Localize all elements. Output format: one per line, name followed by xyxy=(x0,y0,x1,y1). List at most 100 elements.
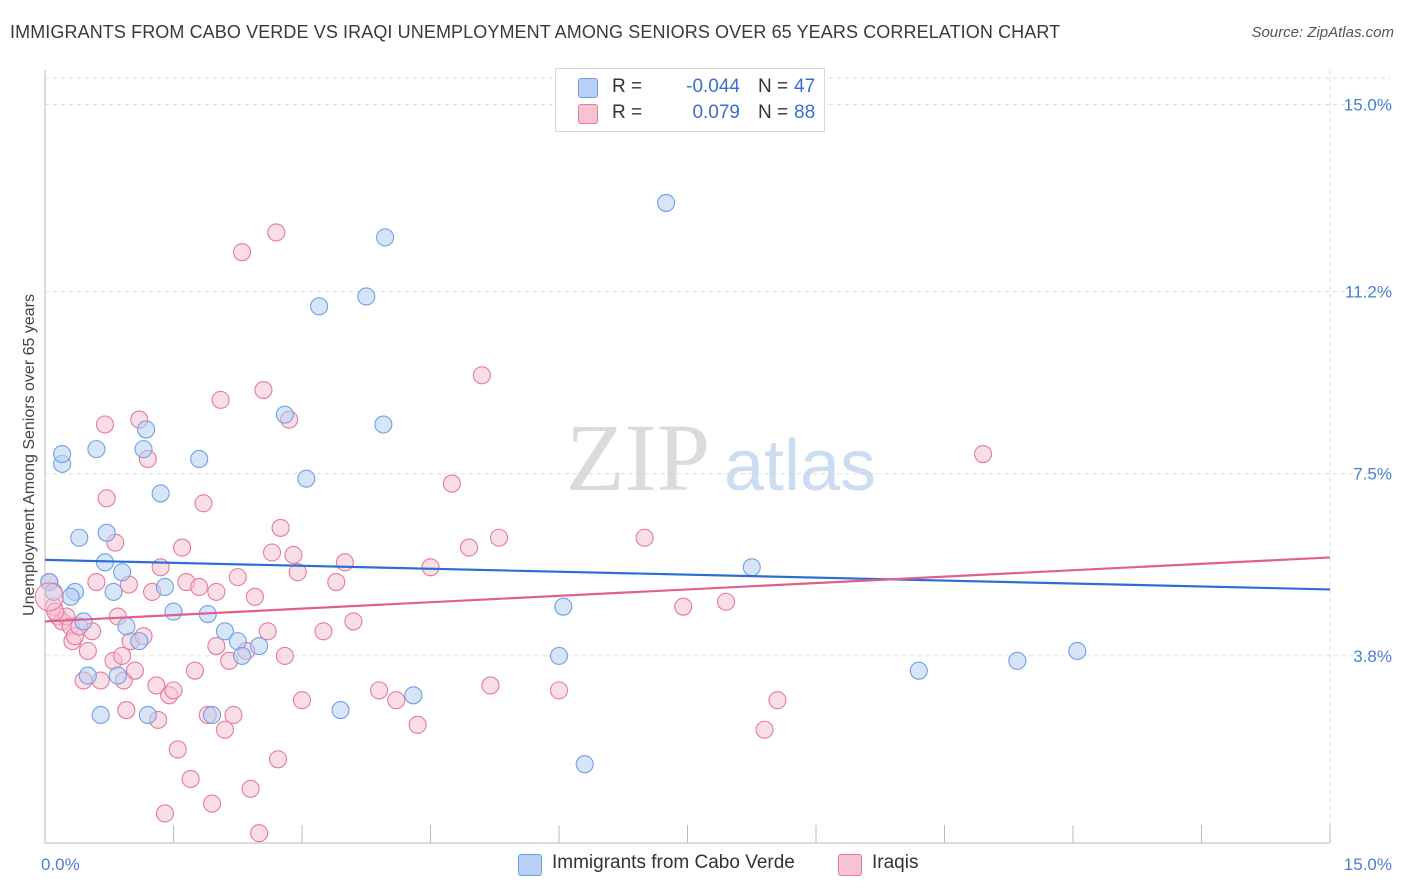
legend-r-label: R = xyxy=(612,102,643,123)
cabo-verde-point xyxy=(310,297,329,316)
y-tick-label: 7.5% xyxy=(1353,465,1392,484)
iraqis-point xyxy=(207,582,226,601)
cabo-verde-point xyxy=(91,705,110,725)
cabo-verde-point xyxy=(104,582,123,601)
source-label: Source: ZipAtlas.com xyxy=(1251,24,1394,41)
cabo-verde-point xyxy=(164,602,183,621)
cabo-verde-point xyxy=(554,597,573,616)
bottom-legend-label-iraqis: Iraqis xyxy=(872,852,919,873)
iraqis-point xyxy=(203,794,222,813)
iraqis-point xyxy=(34,582,64,612)
iraqis-point xyxy=(755,720,774,739)
iraqis-point xyxy=(335,553,354,572)
iraqis-point xyxy=(370,681,389,700)
cabo-verde-point xyxy=(78,666,97,685)
cabo-verde-point xyxy=(215,622,234,641)
iraqis-point xyxy=(224,705,243,725)
cabo-verde-point xyxy=(376,228,395,247)
trend-lines xyxy=(44,556,1331,623)
cabo-verde-point xyxy=(203,705,222,725)
iraqis-point xyxy=(442,474,461,493)
legend-n-value: 47 xyxy=(794,76,816,97)
iraqis-point xyxy=(87,573,106,592)
iraqis-point xyxy=(78,641,97,661)
legend-r-value: 0.079 xyxy=(692,102,740,123)
cabo-verde-point xyxy=(1008,651,1027,670)
cabo-verde-point xyxy=(297,469,316,488)
legend-swatch-iraqis xyxy=(578,104,598,124)
iraqis-point xyxy=(284,545,303,565)
iraqis-point xyxy=(459,538,479,557)
cabo-verde-point xyxy=(108,666,127,685)
iraqis-point xyxy=(95,415,115,434)
cabo-verde-trend-line xyxy=(44,558,1331,591)
iraqis-point xyxy=(254,380,273,400)
cabo-verde-point xyxy=(190,449,209,469)
cabo-verde-point xyxy=(404,686,423,705)
iraqis-point xyxy=(125,661,144,680)
grid-lines xyxy=(45,70,1390,843)
watermark: ZIP atlas xyxy=(566,404,876,511)
cabo-verde-point xyxy=(331,701,350,720)
bottom-legend-label-cabo-verde: Immigrants from Cabo Verde xyxy=(552,852,795,873)
cabo-verde-point xyxy=(70,528,89,547)
iraqis-point xyxy=(194,494,213,513)
cabo-verde-point xyxy=(155,577,174,597)
iraqis-point xyxy=(387,691,406,710)
cabo-verde-point xyxy=(657,193,676,212)
correlation-legend: R = -0.044 N = 47 R = 0.079 N = 88 xyxy=(555,68,825,132)
cabo-verde-point xyxy=(53,444,72,464)
iraqis-point xyxy=(549,681,569,700)
iraqis-point xyxy=(327,573,346,592)
legend-swatch-cabo-verde xyxy=(578,78,598,98)
cabo-verde-point xyxy=(357,287,376,306)
cabo-verde-point xyxy=(61,587,80,606)
iraqis-point xyxy=(155,804,174,823)
iraqis-point xyxy=(173,538,192,557)
iraqis-point xyxy=(245,587,264,606)
iraqis-point xyxy=(275,646,294,665)
y-tick-label: 3.8% xyxy=(1353,647,1392,666)
iraqis-point xyxy=(117,701,136,720)
iraqis-trend-line xyxy=(44,556,1331,623)
cabo-verde-point xyxy=(74,612,93,631)
bottom-legend-swatch-cabo-verde xyxy=(518,854,542,876)
cabo-verde-point xyxy=(232,646,252,665)
iraqis-point xyxy=(207,637,226,656)
legend-r-label: R = xyxy=(612,76,643,97)
iraqis-point xyxy=(292,691,312,710)
iraqis-point xyxy=(288,563,307,582)
legend-n-value: 88 xyxy=(794,102,816,123)
cabo-verde-point xyxy=(1068,641,1087,661)
iraqis-point xyxy=(674,597,693,616)
cabo-verde-point xyxy=(909,661,928,680)
iraqis-point xyxy=(168,740,187,759)
axes xyxy=(44,70,1331,844)
legend-n-label: N = xyxy=(758,102,789,123)
iraqis-point xyxy=(973,444,993,464)
cabo-verde-point xyxy=(130,632,149,651)
iraqis-point xyxy=(181,769,200,789)
iraqis-point xyxy=(408,715,427,734)
iraqis-point xyxy=(241,779,260,798)
iraqis-point xyxy=(271,518,290,537)
iraqis-point xyxy=(113,646,132,665)
iraqis-point xyxy=(147,676,166,695)
cabo-verde-point xyxy=(374,415,393,434)
cabo-verde-point xyxy=(250,637,269,656)
cabo-verde-point xyxy=(117,617,136,636)
x-tick-label: 0.0% xyxy=(41,855,80,874)
iraqis-point xyxy=(228,568,247,587)
cabo-verde-point xyxy=(742,558,761,577)
iraqis-point xyxy=(489,528,509,547)
cabo-verde-point xyxy=(275,405,294,424)
data-points xyxy=(34,193,1087,843)
cabo-verde-point xyxy=(575,755,594,774)
cabo-verde-point xyxy=(137,420,156,439)
cabo-verde-point xyxy=(151,484,170,503)
iraqis-point xyxy=(268,750,288,769)
legend-r-value: -0.044 xyxy=(686,76,740,97)
iraqis-point xyxy=(211,390,230,409)
iraqis-point xyxy=(635,528,654,547)
iraqis-point xyxy=(262,543,282,562)
